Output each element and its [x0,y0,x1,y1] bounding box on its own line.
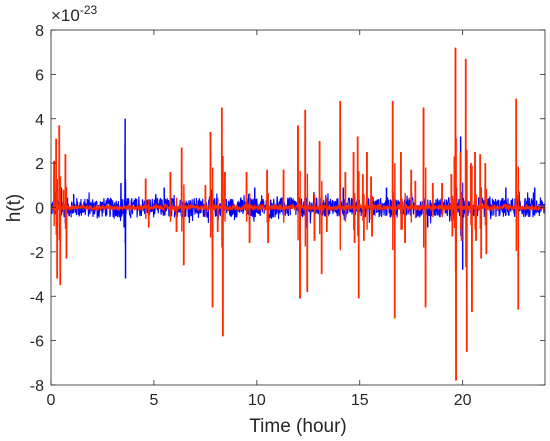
exponent-base: ×10 [51,6,80,25]
y-axis-label: h(t) [4,194,25,223]
y-tick-label: -2 [30,245,44,262]
exponent-label: ×10-23 [51,3,98,25]
y-tick-label: 0 [35,201,44,218]
series-blue [51,118,545,279]
y-tick-label: -8 [30,378,44,395]
x-tick-label: 10 [248,392,266,409]
series-layer [51,47,545,381]
y-tick-label: 4 [35,112,44,129]
x-axis-label: Time (hour) [249,416,346,437]
x-tick-label: 15 [351,392,369,409]
y-tick-label: -6 [30,334,44,351]
y-tick-label: -4 [30,289,44,306]
y-axis: -8 -6 -4 -2 0 2 4 6 8 [30,23,545,395]
x-tick-label: 5 [149,392,158,409]
exponent-power: -23 [80,3,98,17]
y-tick-label: 6 [35,67,44,84]
x-tick-label: 20 [454,392,472,409]
y-tick-label: 2 [35,156,44,173]
x-axis: 0 5 10 15 20 [47,30,472,409]
x-tick-label: 0 [47,392,56,409]
series-red [51,47,545,381]
y-tick-label: 8 [35,23,44,40]
